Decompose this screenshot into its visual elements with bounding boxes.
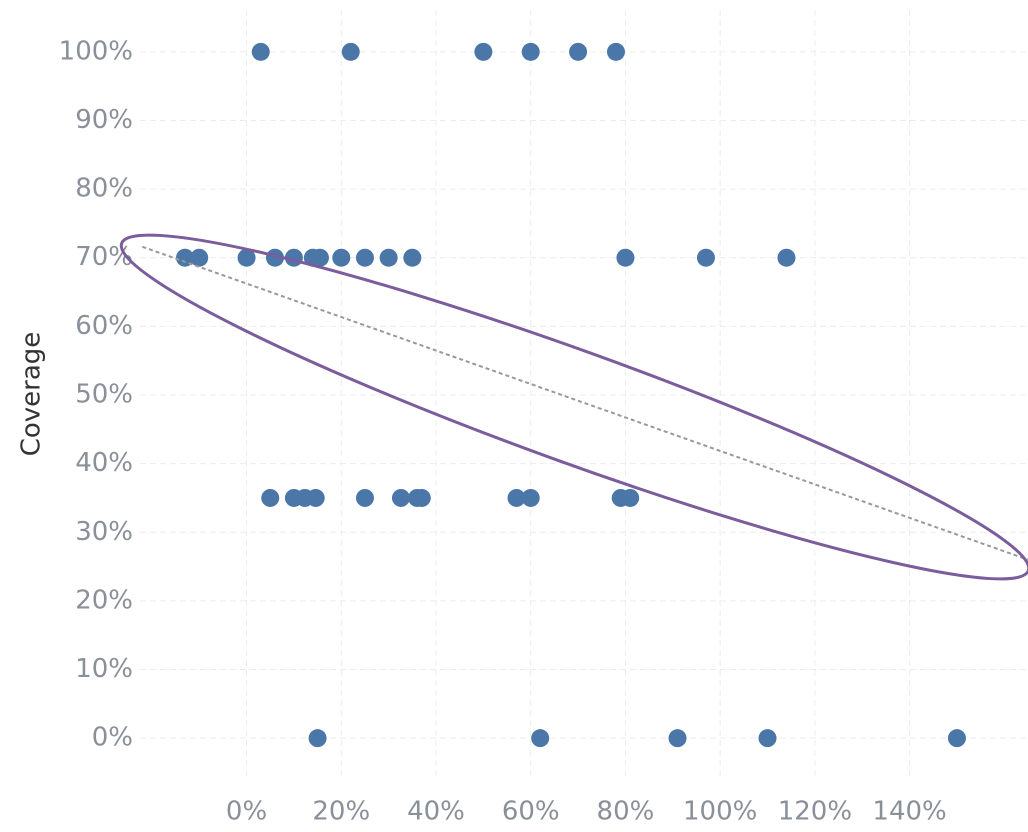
y-tick-label: 40% [75, 448, 133, 478]
point [379, 248, 398, 267]
point [237, 248, 256, 267]
x-tick-label: 60% [502, 797, 560, 827]
trend-line [142, 245, 1028, 561]
point [251, 42, 270, 61]
point [261, 488, 280, 507]
y-tick-label: 10% [75, 654, 133, 684]
y-tick-label: 70% [75, 242, 133, 272]
point [531, 729, 550, 748]
point [521, 42, 540, 61]
point [308, 729, 327, 748]
point [332, 248, 351, 267]
point [190, 248, 209, 267]
y-tick-label: 80% [75, 174, 133, 204]
x-tick-label: 80% [597, 797, 655, 827]
point [616, 248, 635, 267]
point [403, 248, 422, 267]
point [521, 488, 540, 507]
point [412, 488, 431, 507]
point [507, 488, 526, 507]
point [306, 488, 325, 507]
x-tick-label: 100% [683, 797, 757, 827]
point [569, 42, 588, 61]
point [668, 729, 687, 748]
point [391, 488, 410, 507]
y-tick-label: 0% [92, 723, 133, 753]
point [341, 42, 360, 61]
y-tick-label: 60% [75, 311, 133, 341]
y-tick-label: 30% [75, 517, 133, 547]
highlight-ellipse [119, 233, 1028, 581]
point [355, 248, 374, 267]
y-tick-label: 50% [75, 380, 133, 410]
point [777, 248, 796, 267]
y-tick-label: 90% [75, 105, 133, 135]
y-tick-label: 100% [59, 36, 133, 66]
x-tick-label: 140% [872, 797, 946, 827]
point [947, 729, 966, 748]
x-tick-label: 120% [778, 797, 852, 827]
point [355, 488, 374, 507]
point [175, 248, 194, 267]
point [310, 248, 329, 267]
y-axis-label: Coverage [17, 332, 47, 457]
point [606, 42, 625, 61]
point [474, 42, 493, 61]
x-tick-label: 40% [407, 797, 465, 827]
x-tick-label: 20% [312, 797, 370, 827]
point [696, 248, 715, 267]
x-tick-label: 0% [226, 797, 267, 827]
point [758, 729, 777, 748]
y-tick-label: 20% [75, 585, 133, 615]
point [621, 488, 640, 507]
